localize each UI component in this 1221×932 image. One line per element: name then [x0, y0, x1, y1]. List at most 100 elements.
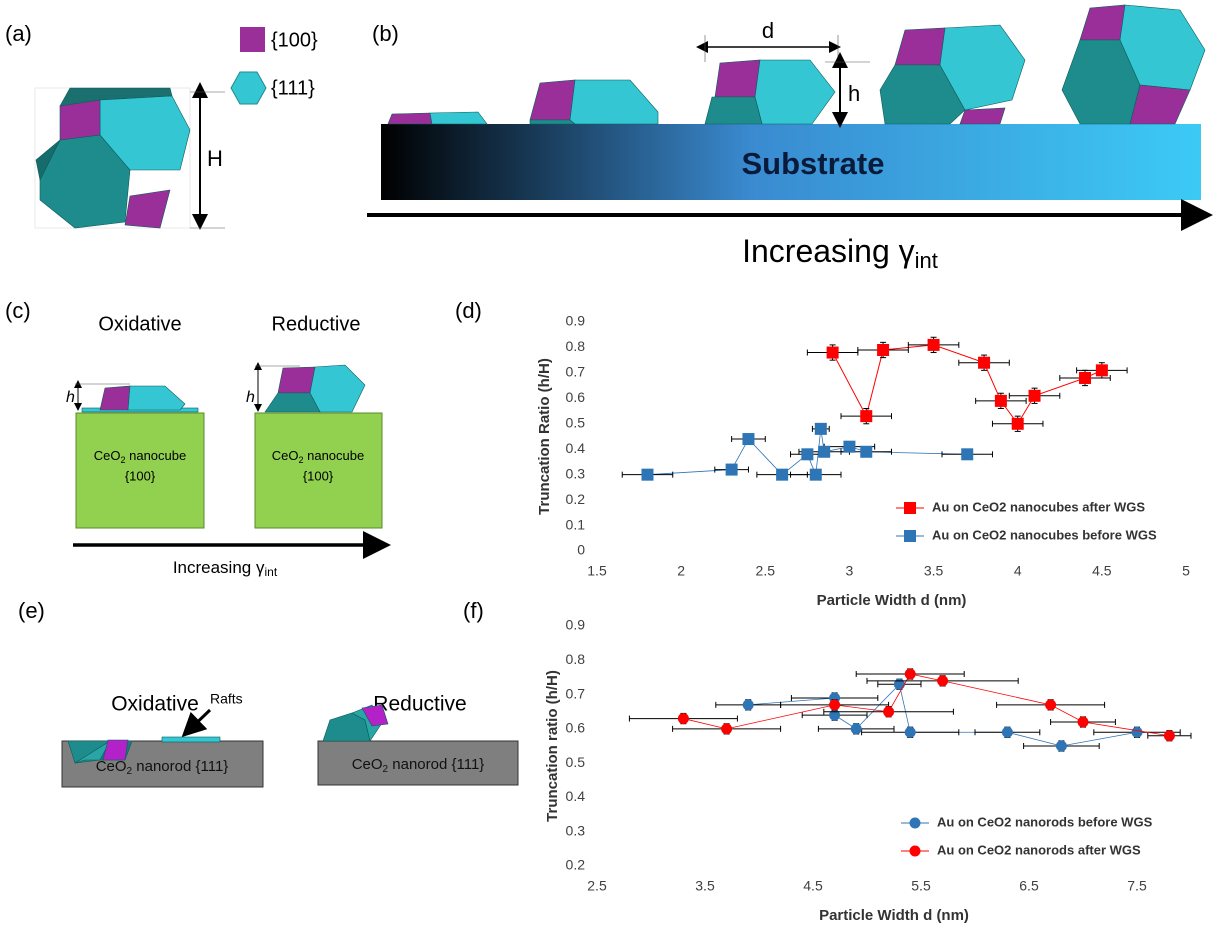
- x-axis-title: Particle Width d (nm): [817, 592, 967, 609]
- label-part: nanocube: [304, 448, 365, 463]
- height-label: h: [848, 81, 860, 106]
- y-tick-label: 0.1: [566, 516, 586, 532]
- marker: [1077, 716, 1089, 728]
- marker: [904, 726, 916, 738]
- marker: [829, 699, 841, 711]
- marker: [1163, 730, 1175, 742]
- trend-text: Increasing γ: [742, 233, 915, 269]
- height-label: H: [207, 146, 223, 171]
- marker: [893, 678, 905, 690]
- raft-label: Rafts: [210, 691, 243, 707]
- y-tick-label: 0.5: [566, 754, 586, 770]
- series: [806, 336, 1128, 432]
- cube-label: CeO2 nanocube: [272, 448, 364, 465]
- marker: [725, 463, 738, 476]
- nanocube: [75, 412, 205, 529]
- x-axis-title: Particle Width d (nm): [819, 907, 969, 924]
- legend-label: Au on CeO2 nanorods before WGS: [937, 814, 1153, 829]
- marker: [1001, 726, 1013, 738]
- particles: [67, 704, 389, 764]
- marker: [1055, 740, 1067, 752]
- marker: [909, 845, 921, 857]
- marker: [1095, 364, 1108, 377]
- panel-label: (a): [5, 21, 32, 46]
- condition-label: Reductive: [373, 693, 466, 716]
- marker: [809, 468, 822, 481]
- marker: [877, 343, 890, 356]
- marker: [909, 817, 921, 829]
- marker: [677, 713, 689, 725]
- y-tick-label: 0.3: [566, 465, 586, 481]
- facet-swatch: [230, 71, 267, 105]
- marker: [904, 502, 916, 514]
- x-tick-label: 2.5: [756, 563, 776, 579]
- x-tick-label: 7.5: [1127, 878, 1147, 894]
- y-tick-label: 0.4: [566, 440, 586, 456]
- y-tick-label: 0.8: [566, 651, 586, 667]
- marker: [1131, 726, 1143, 738]
- panel-label: (d): [455, 298, 482, 323]
- x-tick-label: 6.5: [1019, 878, 1039, 894]
- marker: [818, 445, 831, 458]
- polyhedron: [34, 87, 191, 229]
- marker: [721, 723, 733, 735]
- y-tick-label: 0.2: [566, 857, 586, 873]
- trend-label: Increasing γint: [742, 233, 938, 272]
- label-part: nanorod {111}: [388, 756, 484, 773]
- series: [715, 678, 1181, 752]
- facet-label: {111}: [271, 77, 315, 99]
- substrate: [381, 124, 1201, 200]
- legend-label: Au on CeO2 nanocubes after WGS: [932, 499, 1145, 514]
- marker: [994, 394, 1007, 407]
- marker: [860, 410, 873, 423]
- height-label: h: [66, 389, 75, 406]
- width-label: d: [762, 18, 774, 43]
- x-tick-label: 5: [1182, 563, 1190, 579]
- trend-subscript: int: [264, 565, 277, 579]
- panel-label: (e): [18, 598, 45, 623]
- marker: [776, 468, 789, 481]
- marker: [1079, 371, 1092, 384]
- x-tick-label: 2.5: [587, 878, 607, 894]
- particles: [387, 4, 1206, 125]
- label-part: CeO: [352, 756, 383, 773]
- legend-label: Au on CeO2 nanorods after WGS: [937, 842, 1141, 857]
- y-tick-label: 0.3: [566, 822, 586, 838]
- y-tick-label: 0.2: [566, 491, 586, 507]
- y-tick-label: 0.6: [566, 389, 586, 405]
- facet-swatch: [240, 27, 265, 52]
- x-tick-label: 3.5: [924, 563, 944, 579]
- marker: [961, 448, 974, 461]
- x-tick-label: 1.5: [587, 563, 607, 579]
- label-part: nanocube: [126, 448, 187, 463]
- legend-label: Au on CeO2 nanocubes before WGS: [932, 527, 1157, 542]
- condition-label: Oxidative: [111, 693, 199, 716]
- y-tick-label: 0.6: [566, 720, 586, 736]
- particles: [81, 364, 366, 413]
- marker: [814, 422, 827, 435]
- y-tick-label: 0.7: [566, 364, 586, 380]
- y-tick-label: 0: [577, 542, 585, 558]
- marker: [742, 699, 754, 711]
- label-part: CeO: [96, 758, 127, 775]
- trend-subscript: int: [915, 248, 938, 273]
- panel-label: (b): [372, 21, 399, 46]
- x-tick-label: 4.5: [1092, 563, 1112, 579]
- label-part: nanorod {111}: [132, 758, 228, 775]
- marker: [1028, 389, 1041, 402]
- facet-label: {100}: [271, 29, 318, 51]
- x-tick-label: 3: [846, 563, 854, 579]
- x-tick-label: 4: [1014, 563, 1022, 579]
- y-tick-label: 0.9: [566, 617, 586, 633]
- nanocube: [254, 412, 383, 529]
- rod-label: CeO2 nanorod {111}: [352, 756, 485, 775]
- marker: [937, 675, 949, 687]
- x-tick-label: 4.5: [803, 878, 823, 894]
- marker: [829, 709, 841, 721]
- panel-label: (c): [5, 298, 31, 323]
- x-tick-label: 2: [677, 563, 685, 579]
- series-line: [832, 344, 1103, 425]
- cube-facet: {100}: [125, 468, 156, 483]
- marker: [1011, 417, 1024, 430]
